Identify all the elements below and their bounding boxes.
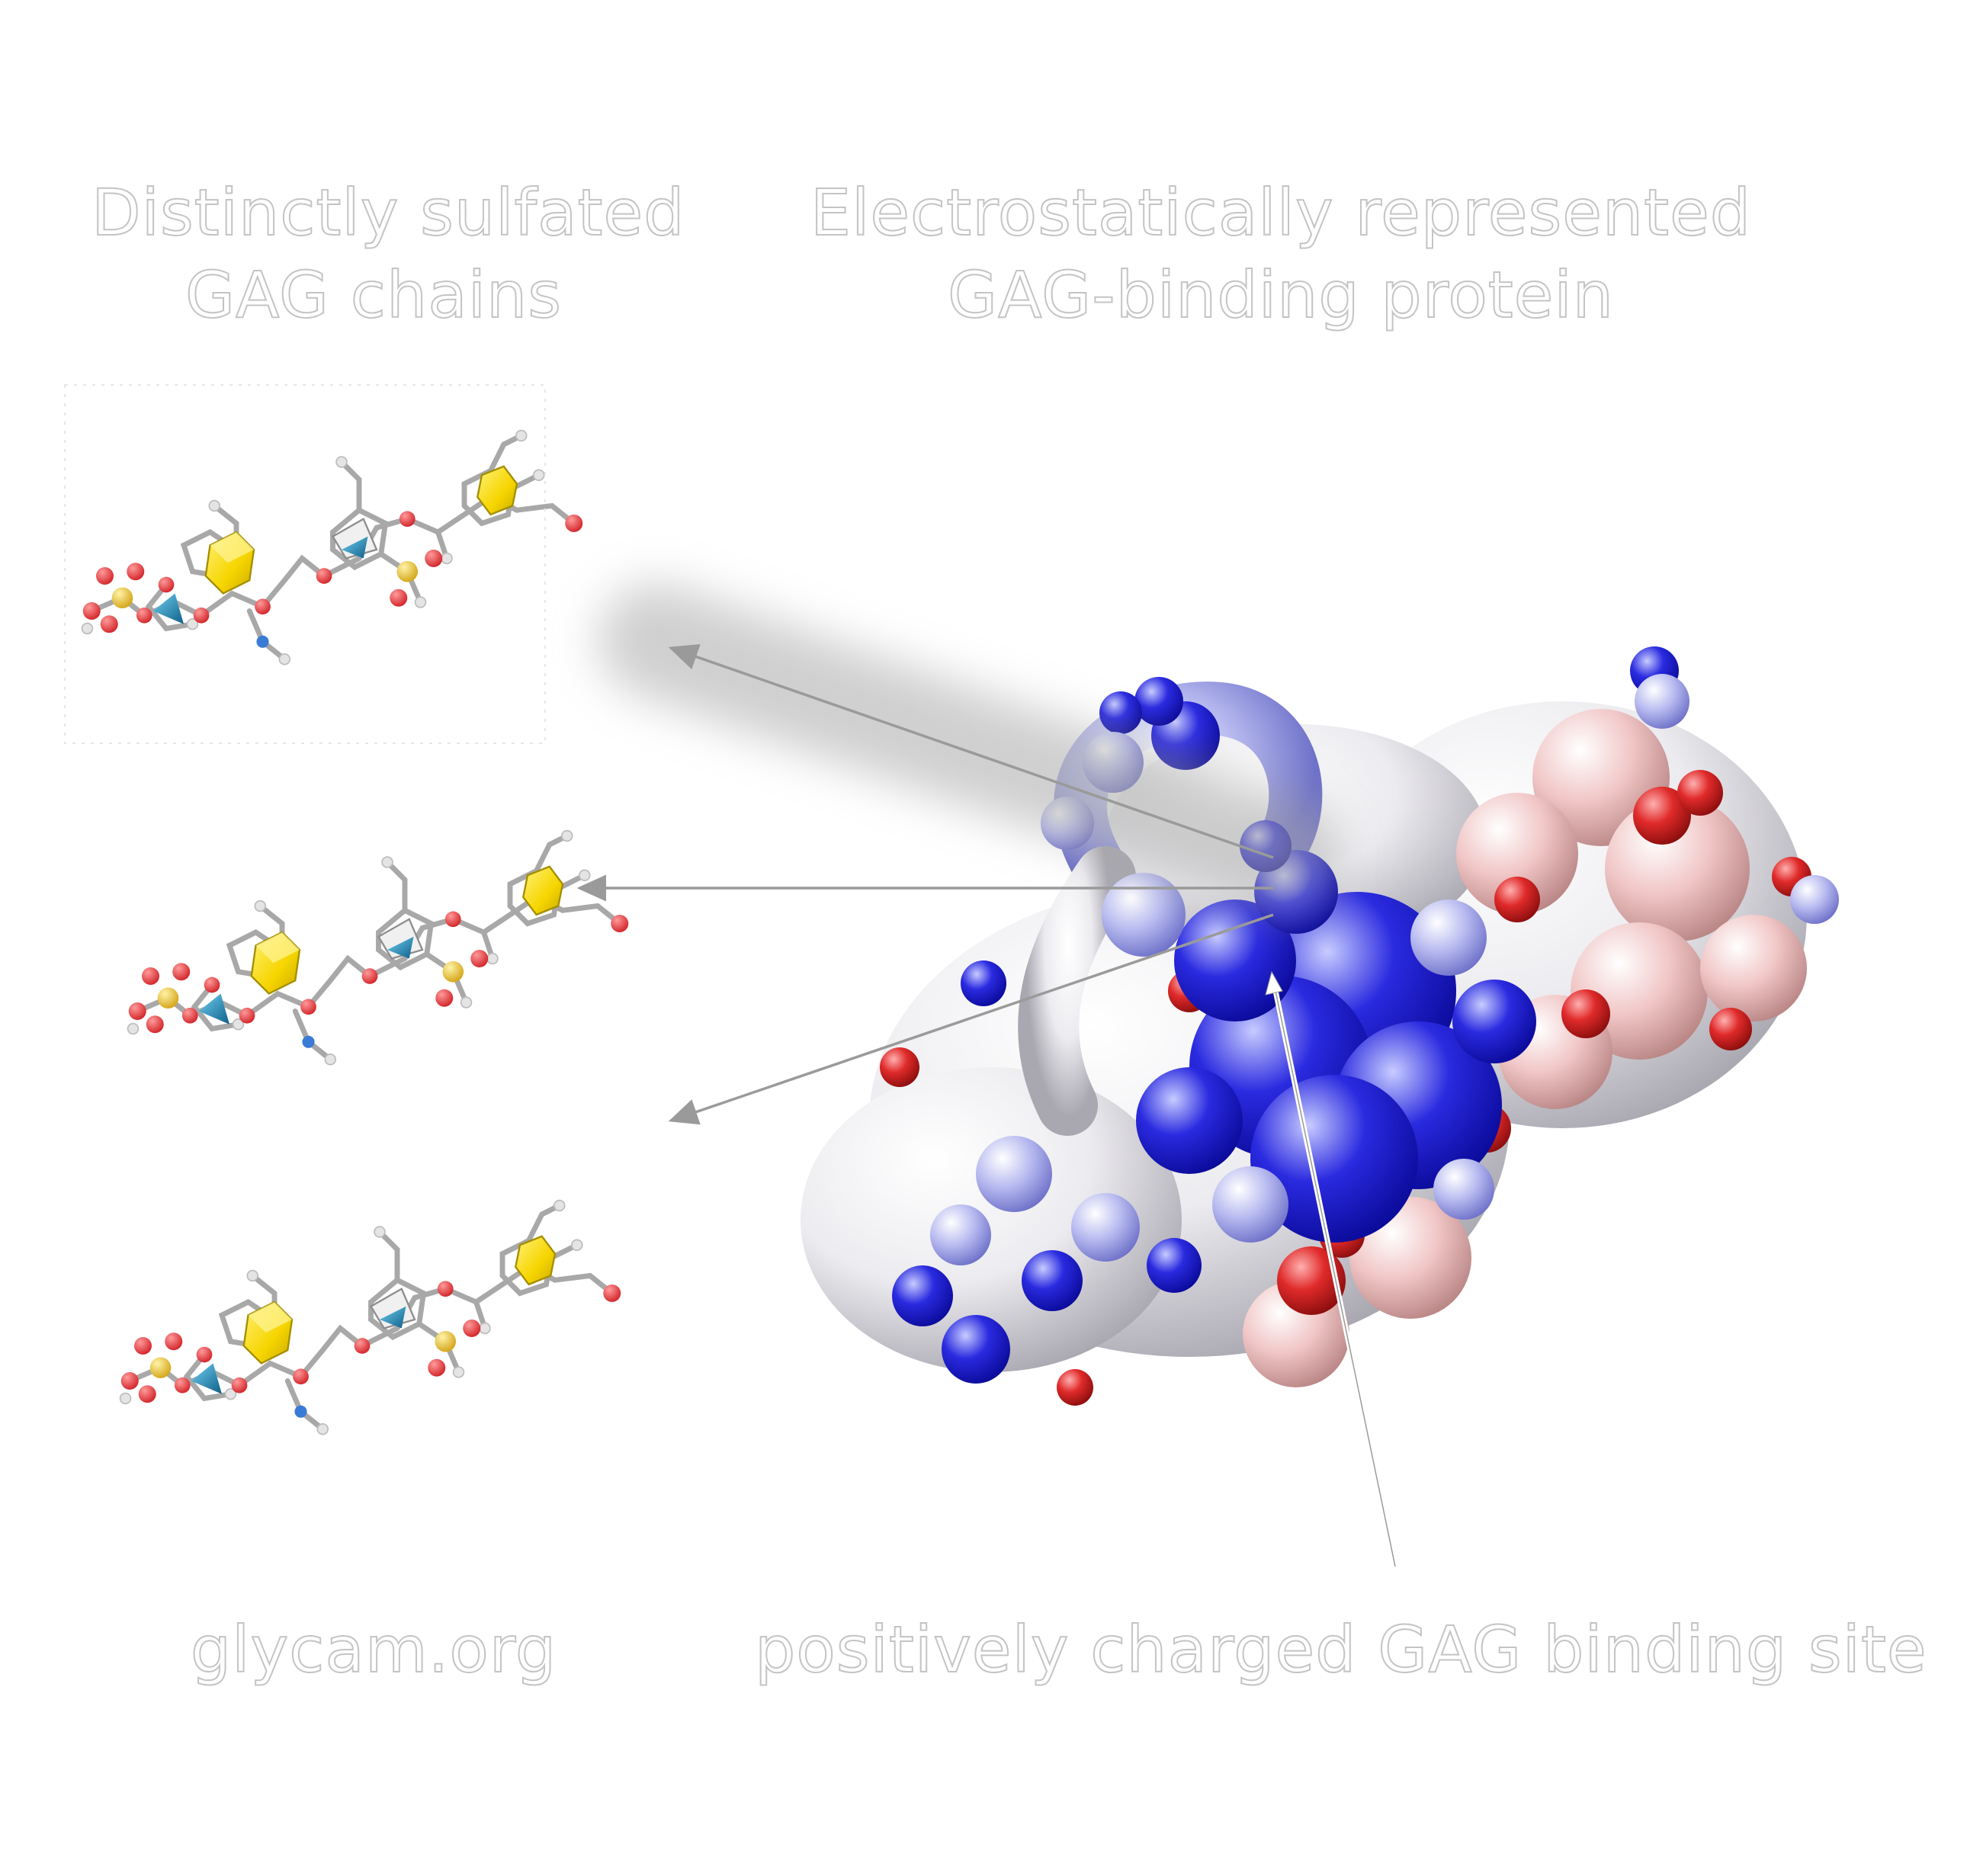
gag-chain-3-icon xyxy=(120,1201,621,1435)
gag-chain-1-icon xyxy=(82,431,583,665)
gag-chain-2-icon xyxy=(128,831,629,1065)
